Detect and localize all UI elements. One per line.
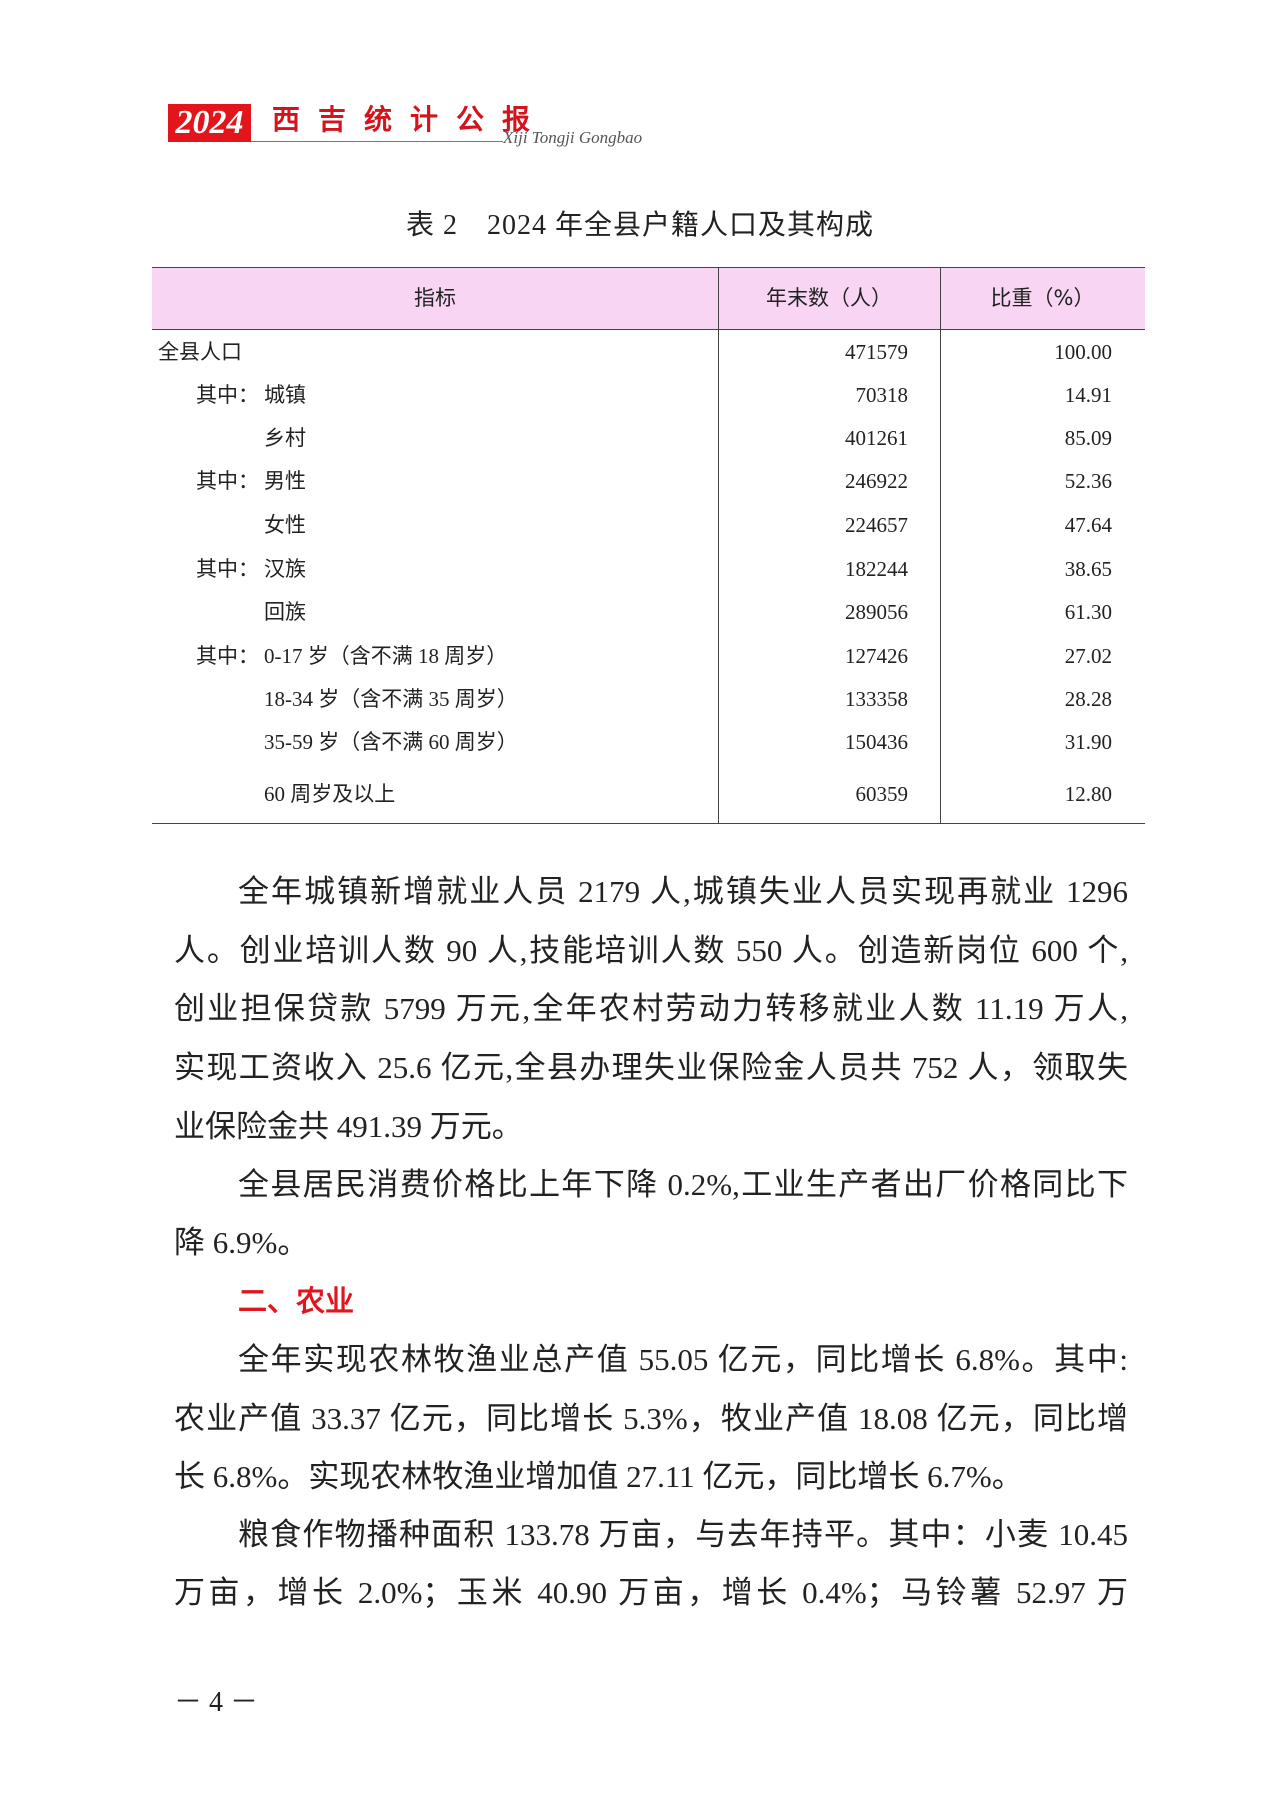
row-label: 18-34 岁（含不满 35 周岁）: [264, 687, 518, 711]
row-label: 乡村: [264, 426, 306, 450]
logo-subtitle: Xiji Tongji Gongbao: [503, 128, 643, 147]
table-row: 乡村 401261 85.09: [152, 420, 1145, 456]
row-share: 47.64: [1064, 513, 1112, 537]
table-row: 其中： 男性 246922 52.36: [152, 463, 1145, 499]
row-share: 27.02: [1064, 644, 1112, 668]
table-row: 其中： 汉族 182244 38.65: [152, 551, 1145, 587]
column-divider: [718, 268, 719, 823]
table-row: 回族 289056 61.30: [152, 594, 1145, 630]
row-count: 471579: [845, 340, 908, 364]
row-label: 汉族: [264, 557, 306, 581]
row-share: 14.91: [1064, 383, 1112, 407]
table-row: 女性 224657 47.64: [152, 507, 1145, 543]
row-count: 182244: [845, 557, 908, 581]
table-row: 其中： 城镇 70318 14.91: [152, 377, 1145, 413]
column-divider: [940, 268, 941, 823]
row-count: 150436: [845, 730, 908, 754]
row-label: 城镇: [264, 383, 306, 407]
logo-year: 2024: [168, 104, 251, 142]
row-label: 60 周岁及以上: [264, 782, 396, 806]
table-row: 60 周岁及以上 60359 12.80: [152, 776, 1145, 812]
paragraph-line: 创业担保贷款 5799 万元,全年农村劳动力转移就业人数 11.19 万人,: [174, 991, 1128, 1026]
row-label: 女性: [264, 513, 306, 537]
row-share: 28.28: [1064, 687, 1112, 711]
row-count: 224657: [845, 513, 908, 537]
row-share: 85.09: [1064, 426, 1112, 450]
section-heading: 二、农业: [238, 1284, 355, 1318]
paragraph-line: 业保险金共 491.39 万元。: [174, 1109, 523, 1144]
paragraph-line: 人。创业培训人数 90 人,技能培训人数 550 人。创造新岗位 600 个,: [174, 933, 1128, 968]
table-header: 指标 年末数（人） 比重（%）: [152, 268, 1145, 330]
row-label: 男性: [264, 469, 306, 493]
paragraph-line: 万亩，增长 2.0%；玉米 40.90 万亩，增长 0.4%；马铃薯 52.97…: [174, 1575, 1128, 1610]
table-row: 全县人口 471579 100.00: [152, 334, 1145, 370]
table-row: 其中： 0-17 岁（含不满 18 周岁） 127426 27.02: [152, 638, 1145, 674]
row-prefix: 其中：: [196, 644, 259, 668]
paragraph-line: 全县居民消费价格比上年下降 0.2%,工业生产者出厂价格同比下: [238, 1167, 1128, 1202]
column-header-count: 年末数（人）: [766, 286, 892, 310]
logo-title: 西吉统计公报: [272, 105, 549, 136]
row-count: 70318: [855, 383, 909, 407]
paragraph-line: 农业产值 33.37 亿元，同比增长 5.3%，牧业产值 18.08 亿元，同比…: [174, 1401, 1128, 1436]
row-prefix: 其中：: [196, 557, 259, 581]
column-header-indicator: 指标: [414, 286, 456, 310]
row-count: 289056: [845, 600, 908, 624]
paragraph-line: 全年实现农林牧渔业总产值 55.05 亿元，同比增长 6.8%。其中:: [238, 1342, 1128, 1377]
row-count: 246922: [845, 469, 908, 493]
row-share: 52.36: [1064, 469, 1112, 493]
row-share: 61.30: [1064, 600, 1112, 624]
table-title: 表 2 2024 年全县户籍人口及其构成: [405, 210, 874, 241]
page-number: － 4 －: [174, 1687, 259, 1718]
row-label: 35-59 岁（含不满 60 周岁）: [264, 730, 518, 754]
row-prefix: 其中：: [196, 383, 259, 407]
table-row: 35-59 岁（含不满 60 周岁） 150436 31.90: [152, 724, 1145, 760]
population-table: 指标 年末数（人） 比重（%） 全县人口 471579 100.00 其中： 城镇 703…: [152, 267, 1145, 824]
paragraph-line: 粮食作物播种面积 133.78 万亩，与去年持平。其中：小麦 10.45: [238, 1517, 1128, 1552]
row-count: 127426: [845, 644, 908, 668]
row-share: 12.80: [1064, 782, 1112, 806]
row-label: 0-17 岁（含不满 18 周岁）: [264, 644, 508, 668]
row-share: 31.90: [1064, 730, 1112, 754]
column-header-share: 比重（%）: [990, 286, 1095, 310]
row-label: 全县人口: [158, 340, 242, 364]
row-share: 100.00: [1054, 340, 1112, 364]
logo-rule: [251, 141, 503, 142]
paragraph-line: 实现工资收入 25.6 亿元,全县办理失业保险金人员共 752 人，领取失: [174, 1050, 1128, 1085]
paragraph-line: 全年城镇新增就业人员 2179 人,城镇失业人员实现再就业 1296: [238, 874, 1128, 909]
table-row: 18-34 岁（含不满 35 周岁） 133358 28.28: [152, 681, 1145, 717]
row-count: 133358: [845, 687, 908, 711]
row-count: 60359: [855, 782, 909, 806]
paragraph-line: 降 6.9%。: [174, 1225, 309, 1260]
row-prefix: 其中：: [196, 469, 259, 493]
row-label: 回族: [264, 600, 306, 624]
row-share: 38.65: [1064, 557, 1112, 581]
row-count: 401261: [845, 426, 908, 450]
paragraph-line: 长 6.8%。实现农林牧渔业增加值 27.11 亿元，同比增长 6.7%。: [174, 1459, 1023, 1494]
